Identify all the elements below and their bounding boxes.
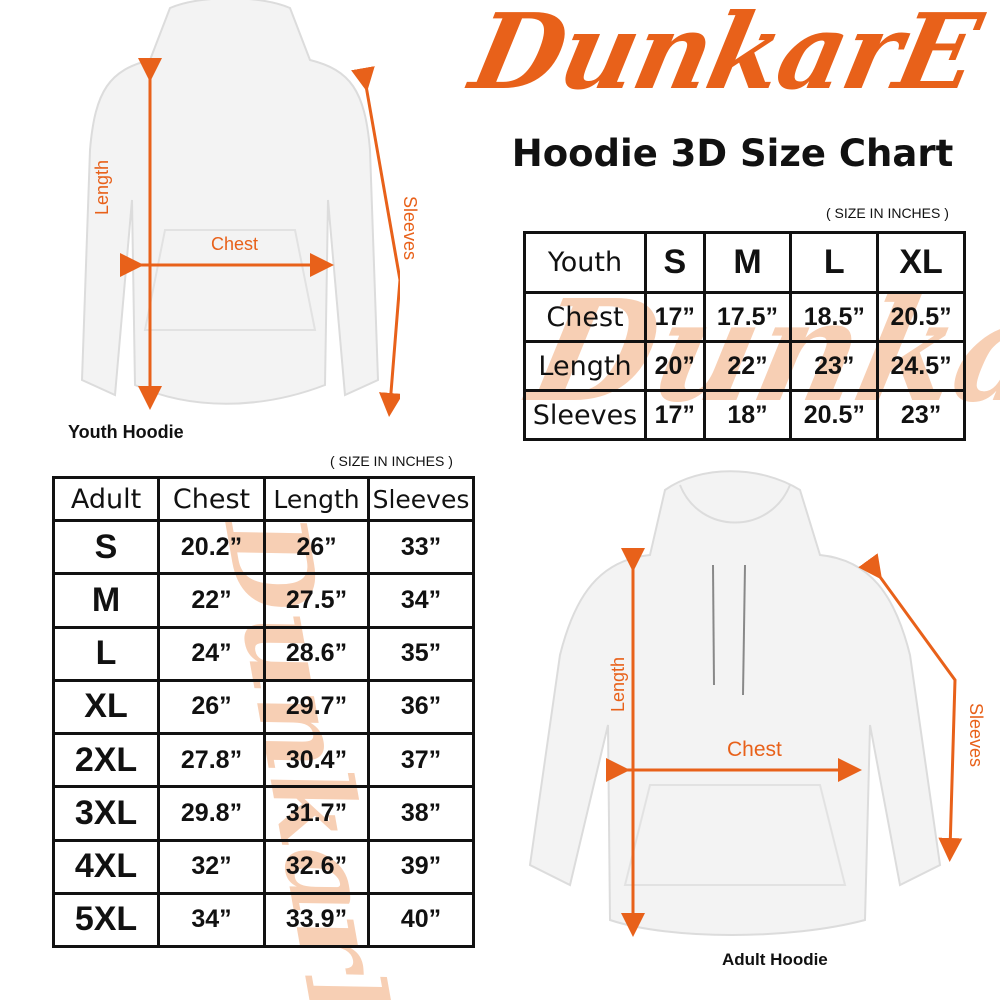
row-label: Chest xyxy=(523,291,647,344)
table-row: M 22” 27.5” 34” xyxy=(52,572,475,629)
row-size-label: M xyxy=(52,572,160,629)
table-header: Sleeves xyxy=(367,475,475,523)
table-cell: 29.8” xyxy=(157,785,266,842)
table-cell: 20” xyxy=(644,340,706,393)
table-cell: 38” xyxy=(367,785,475,842)
table-row: Chest 17” 17.5” 18.5” 20.5” xyxy=(523,291,966,344)
table-cell: 34” xyxy=(157,891,266,949)
table-row: Sleeves 17” 18” 20.5” 23” xyxy=(523,389,966,441)
table-row: 2XL 27.8” 30.4” 37” xyxy=(52,732,475,789)
table-cell: 28.6” xyxy=(263,625,370,682)
table-cell: 23” xyxy=(789,340,880,393)
table-cell: 20.5” xyxy=(789,389,880,441)
table-row: 5XL 34” 33.9” 40” xyxy=(52,891,475,949)
table-cell: 39” xyxy=(367,838,475,895)
table-cell: 34” xyxy=(367,572,475,629)
table-row: XL 26” 29.7” 36” xyxy=(52,678,475,736)
table-cell: 27.5” xyxy=(263,572,370,629)
adult-size-table: Adult Chest Length Sleeves S 20.2” 26” 33” M… xyxy=(52,475,475,949)
table-cell: 33.9” xyxy=(263,891,370,949)
table-cell: 30.4” xyxy=(263,732,370,789)
brand-logo: DunkarE xyxy=(461,0,989,113)
table-cell: 26” xyxy=(157,678,266,736)
table-header: L xyxy=(789,230,880,295)
table-cell: 20.2” xyxy=(157,519,266,576)
youth-sleeves-label: Sleeves xyxy=(400,196,420,261)
adult-hoodie-image xyxy=(528,470,963,937)
table-cell: 17.5” xyxy=(702,291,793,344)
table-row: L 24” 28.6” 35” xyxy=(52,625,475,682)
page-title: Hoodie 3D Size Chart xyxy=(511,132,954,175)
row-size-label: 5XL xyxy=(52,891,160,949)
table-cell: 35” xyxy=(367,625,475,682)
table-header: Chest xyxy=(157,475,266,523)
table-cell: 17” xyxy=(644,389,706,441)
table-header: Length xyxy=(263,475,370,523)
table-cell: 40” xyxy=(367,891,475,949)
row-size-label: XL xyxy=(52,678,160,736)
youth-size-table: Youth S M L XL Chest 17” 17.5” 18.5” 20.… xyxy=(523,230,966,441)
row-size-label: 2XL xyxy=(52,732,160,789)
table-cell: 27.8” xyxy=(157,732,266,789)
table-cell: 36” xyxy=(367,678,475,736)
row-size-label: 3XL xyxy=(52,785,160,842)
youth-chest-label: Chest xyxy=(211,234,259,254)
row-label: Sleeves xyxy=(523,389,647,441)
table-cell: 23” xyxy=(876,389,966,441)
adult-length-label: Length xyxy=(608,656,628,712)
table-header-row: Youth S M L XL xyxy=(523,230,966,295)
row-size-label: L xyxy=(52,625,160,682)
table-cell: 22” xyxy=(157,572,266,629)
adult-hoodie-caption: Adult Hoodie xyxy=(722,950,828,969)
table-cell: 24.5” xyxy=(876,340,966,393)
table-header: Youth xyxy=(523,230,647,295)
adult-sleeves-label: Sleeves xyxy=(966,703,986,768)
table-cell: 37” xyxy=(367,732,475,789)
table-cell: 32” xyxy=(157,838,266,895)
table-cell: 24” xyxy=(157,625,266,682)
table-cell: 20.5” xyxy=(876,291,966,344)
row-size-label: 4XL xyxy=(52,838,160,895)
table-row: 3XL 29.8” 31.7” 38” xyxy=(52,785,475,842)
table-cell: 31.7” xyxy=(263,785,370,842)
table-cell: 22” xyxy=(702,340,793,393)
youth-size-unit-note: ( SIZE IN INCHES ) xyxy=(826,205,949,221)
row-size-label: S xyxy=(52,519,160,576)
table-header: M xyxy=(702,230,793,295)
table-cell: 29.7” xyxy=(263,678,370,736)
row-label: Length xyxy=(523,340,647,393)
youth-length-label: Length xyxy=(92,159,112,215)
table-header-row: Adult Chest Length Sleeves xyxy=(52,475,475,523)
table-cell: 26” xyxy=(263,519,370,576)
youth-hoodie-caption: Youth Hoodie xyxy=(68,422,184,442)
table-row: 4XL 32” 32.6” 39” xyxy=(52,838,475,895)
adult-size-unit-note: ( SIZE IN INCHES ) xyxy=(330,453,453,469)
youth-hoodie-image xyxy=(80,0,400,417)
table-cell: 17” xyxy=(644,291,706,344)
table-row: S 20.2” 26” 33” xyxy=(52,519,475,576)
table-header: S xyxy=(644,230,706,295)
table-cell: 32.6” xyxy=(263,838,370,895)
table-cell: 18” xyxy=(702,389,793,441)
table-header: XL xyxy=(876,230,966,295)
table-header: Adult xyxy=(52,475,160,523)
table-cell: 18.5” xyxy=(789,291,880,344)
table-cell: 33” xyxy=(367,519,475,576)
adult-chest-label: Chest xyxy=(727,738,782,761)
table-row: Length 20” 22” 23” 24.5” xyxy=(523,340,966,393)
